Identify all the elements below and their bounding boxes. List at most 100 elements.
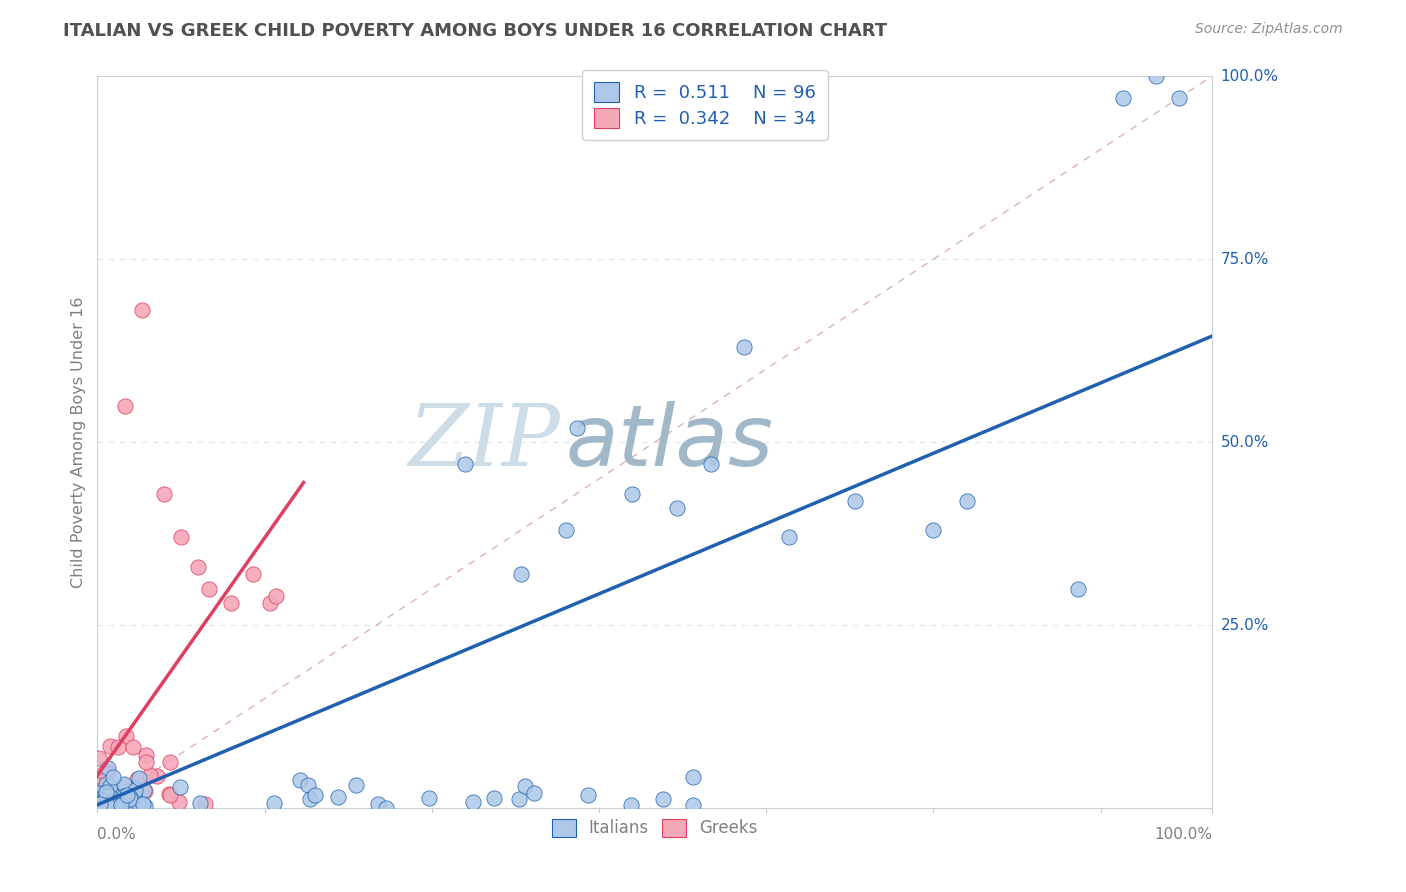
Text: atlas: atlas (565, 401, 773, 483)
Point (153, 486, 176, 500)
Point (124, 782, 146, 797)
Point (87, 796, 110, 810)
Point (89, 797, 111, 812)
Point (922, 523, 945, 537)
Point (1112, 91, 1135, 105)
Point (297, 778, 319, 792)
Point (190, 796, 212, 810)
Point (170, 531, 193, 545)
Point (510, 567, 533, 582)
Point (87, 786, 110, 800)
Point (112, 794, 135, 808)
Point (418, 790, 440, 805)
Legend: Italians, Greeks: Italians, Greeks (546, 812, 763, 844)
Point (112, 782, 135, 797)
Point (131, 303, 153, 318)
Point (104, 796, 127, 810)
Point (122, 739, 145, 754)
Point (135, 747, 157, 762)
Point (111, 797, 134, 812)
Point (91, 800, 114, 814)
Point (112, 789, 135, 804)
Point (523, 786, 546, 800)
Point (107, 739, 129, 754)
Point (112, 777, 135, 791)
Point (134, 799, 156, 814)
Point (114, 399, 136, 413)
Point (956, 493, 979, 508)
Point (128, 795, 150, 809)
Text: ZIP: ZIP (408, 401, 560, 483)
Point (98, 739, 121, 754)
Point (198, 582, 221, 596)
Point (733, 340, 755, 354)
Point (554, 523, 576, 537)
Point (513, 779, 536, 793)
Point (621, 486, 644, 500)
Point (118, 790, 141, 805)
Text: 0.0%: 0.0% (97, 827, 136, 842)
Point (699, 457, 721, 471)
Point (508, 791, 530, 805)
Point (93, 795, 115, 809)
Y-axis label: Child Poverty Among Boys Under 16: Child Poverty Among Boys Under 16 (72, 296, 86, 588)
Point (576, 788, 599, 802)
Point (91, 799, 114, 814)
Point (89, 796, 111, 810)
Point (565, 420, 588, 434)
Text: 25.0%: 25.0% (1220, 618, 1268, 632)
Point (619, 798, 641, 813)
Point (157, 787, 180, 801)
Point (159, 789, 181, 803)
Text: 100.0%: 100.0% (1154, 827, 1212, 842)
Point (96, 797, 118, 812)
Point (652, 792, 675, 806)
Point (146, 769, 169, 783)
Point (110, 780, 132, 794)
Point (132, 797, 155, 812)
Point (461, 795, 484, 809)
Text: 100.0%: 100.0% (1220, 69, 1278, 84)
Point (94, 797, 117, 811)
Point (298, 792, 321, 806)
Point (263, 797, 285, 811)
Point (118, 794, 141, 808)
Point (115, 788, 138, 802)
Text: 50.0%: 50.0% (1220, 434, 1268, 450)
Point (242, 567, 264, 582)
Point (167, 795, 190, 809)
Point (159, 755, 181, 769)
Point (128, 771, 150, 785)
Point (1067, 582, 1090, 596)
Point (98, 786, 121, 800)
Point (326, 789, 349, 804)
Point (110, 797, 132, 812)
Point (682, 770, 704, 784)
Point (1167, 91, 1189, 105)
Point (89, 778, 111, 792)
Point (187, 559, 209, 574)
Point (97, 764, 120, 779)
Point (90, 793, 112, 807)
Point (264, 589, 287, 603)
Point (115, 729, 138, 743)
Point (87, 789, 110, 803)
Point (97, 761, 120, 775)
Point (1146, 69, 1168, 83)
Point (98, 789, 121, 804)
Point (87, 800, 110, 814)
Point (169, 780, 191, 794)
Point (219, 596, 242, 610)
Point (96, 796, 118, 810)
Point (98, 801, 121, 815)
Point (87, 800, 110, 814)
Point (89, 751, 111, 765)
Point (104, 798, 127, 813)
Point (484, 791, 506, 805)
Point (124, 780, 146, 795)
Point (288, 773, 311, 788)
Point (93, 765, 115, 780)
Point (682, 797, 704, 812)
Point (139, 768, 162, 782)
Point (110, 782, 132, 797)
